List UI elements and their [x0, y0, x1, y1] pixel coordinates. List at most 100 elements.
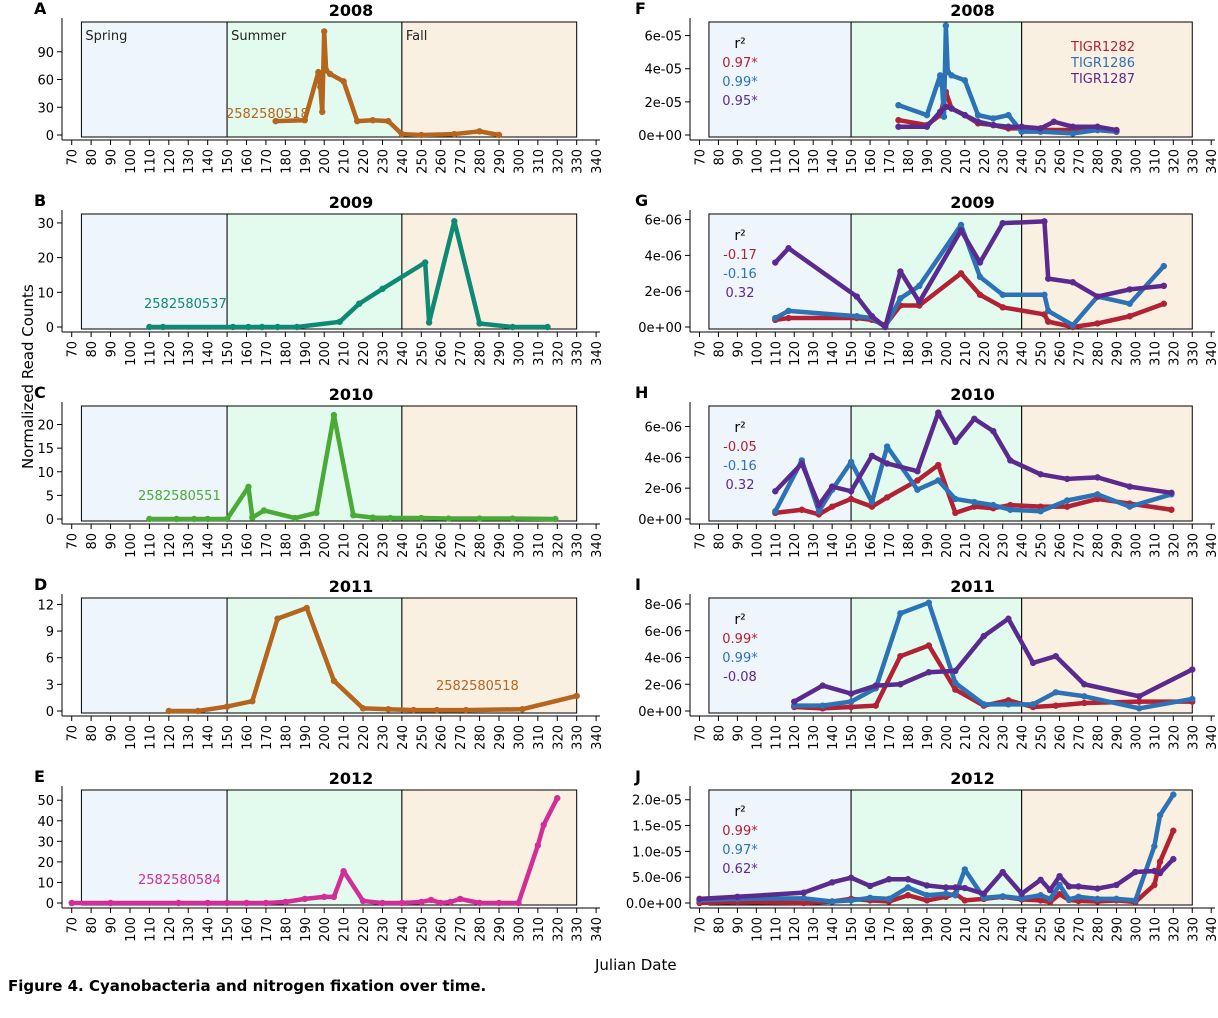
x-tick-label: 250 [415, 533, 430, 558]
data-point [1156, 812, 1164, 819]
data-point [980, 890, 987, 897]
data-point [369, 514, 376, 521]
x-tick-label: 210 [338, 917, 353, 942]
data-point [1052, 689, 1059, 696]
data-point [319, 108, 326, 116]
x-tick-label: 120 [163, 917, 178, 942]
data-point [1069, 130, 1077, 137]
x-tick-label: 190 [921, 533, 936, 558]
x-tick-label: 300 [512, 341, 527, 366]
season-label-fall: Fall [406, 29, 427, 44]
data-point [451, 130, 458, 138]
data-point [476, 515, 483, 522]
x-tick-label: 90 [105, 917, 120, 934]
y-tick-label: 4e-06 [644, 451, 682, 466]
x-tick-label: 230 [376, 533, 391, 558]
data-point [1132, 868, 1139, 876]
data-point [1050, 118, 1058, 125]
data-point [1081, 699, 1088, 707]
data-point [847, 458, 855, 466]
data-point [974, 118, 982, 125]
x-tick-label: 240 [1016, 341, 1031, 366]
panel-title: 2008 [950, 1, 995, 20]
x-tick-label: 90 [731, 341, 746, 358]
data-point [554, 794, 561, 802]
x-tick-label: 170 [883, 149, 898, 174]
x-tick-label: 200 [940, 149, 955, 174]
data-point [303, 604, 310, 612]
data-point [173, 515, 180, 523]
x-tick-label: 80 [85, 917, 100, 934]
season-spring [708, 597, 852, 714]
panel-A: Spring Summer Fall 70 80 90 100 110 120 130 140 150… [34, 0, 605, 174]
data-point [847, 897, 855, 904]
panel-title: 2012 [950, 769, 995, 788]
data-point [433, 706, 441, 714]
data-point [990, 427, 997, 435]
x-tick-label: 320 [1167, 149, 1182, 174]
y-tick-label: 0 [46, 321, 54, 336]
data-point [883, 460, 891, 467]
x-tick-label: 280 [474, 917, 489, 942]
data-point [1189, 666, 1196, 673]
data-point [1037, 892, 1044, 899]
x-tick-label: 210 [338, 533, 353, 558]
panel-letter: A [34, 0, 47, 18]
data-point [999, 291, 1006, 298]
data-point [772, 259, 779, 266]
data-point [534, 842, 542, 849]
data-point [223, 515, 231, 523]
x-tick-label: 180 [902, 917, 917, 942]
y-tick-label: 30 [37, 101, 54, 116]
data-point [1018, 895, 1025, 902]
x-tick-label: 140 [202, 533, 217, 558]
x-tick-label: 290 [1110, 149, 1125, 174]
panel-title: 2011 [329, 577, 374, 596]
series-line-TIGR1287 [697, 856, 1176, 902]
x-tick-label: 270 [1073, 725, 1088, 750]
data-point [379, 285, 386, 293]
x-tick-label: 140 [202, 341, 217, 366]
x-tick-label: 250 [1035, 149, 1050, 174]
data-point [815, 508, 823, 515]
data-point [847, 874, 855, 881]
x-tick-label: 300 [1129, 917, 1144, 942]
r2-header: r² [734, 612, 745, 628]
data-point [1081, 681, 1088, 688]
x-tick-label: 200 [318, 149, 333, 174]
data-point [350, 512, 357, 519]
r2-value-TIGR1282: 0.99* [722, 824, 758, 839]
x-tick-label: 200 [940, 917, 955, 942]
x-tick-label: 330 [1186, 341, 1201, 366]
data-point [936, 72, 944, 79]
x-tick-label: 190 [299, 725, 314, 750]
x-tick-label: 220 [357, 149, 372, 174]
x-tick-label: 220 [978, 725, 993, 750]
data-point [1018, 890, 1025, 897]
series-line-2582580537 [147, 218, 550, 330]
data-point [942, 103, 950, 111]
x-tick-label: 310 [532, 725, 547, 750]
r2-value-TIGR1287: 0.32 [726, 478, 755, 493]
x-tick-label: 320 [551, 341, 566, 366]
x-tick-label: 280 [474, 149, 489, 174]
data-point [976, 259, 984, 266]
data-point [1126, 483, 1133, 490]
data-point [1094, 320, 1101, 327]
data-point [509, 323, 516, 331]
x-tick-label: 110 [769, 917, 784, 942]
data-point [243, 899, 250, 907]
x-tick-label: 290 [493, 341, 508, 366]
x-tick-label: 250 [1035, 725, 1050, 750]
x-tick-label: 260 [1054, 725, 1069, 750]
x-tick-label: 100 [750, 149, 765, 174]
x-tick-label: 250 [415, 149, 430, 174]
x-tick-label: 230 [376, 149, 391, 174]
y-tick-label: 10 [37, 466, 54, 481]
x-tick-label: 160 [864, 341, 879, 366]
x-tick-label: 90 [105, 533, 120, 550]
x-tick-label: 110 [143, 725, 158, 750]
x-tick-label: 210 [959, 533, 974, 558]
y-tick-label: 1.5e-05 [632, 820, 682, 835]
x-tick-label: 190 [299, 149, 314, 174]
